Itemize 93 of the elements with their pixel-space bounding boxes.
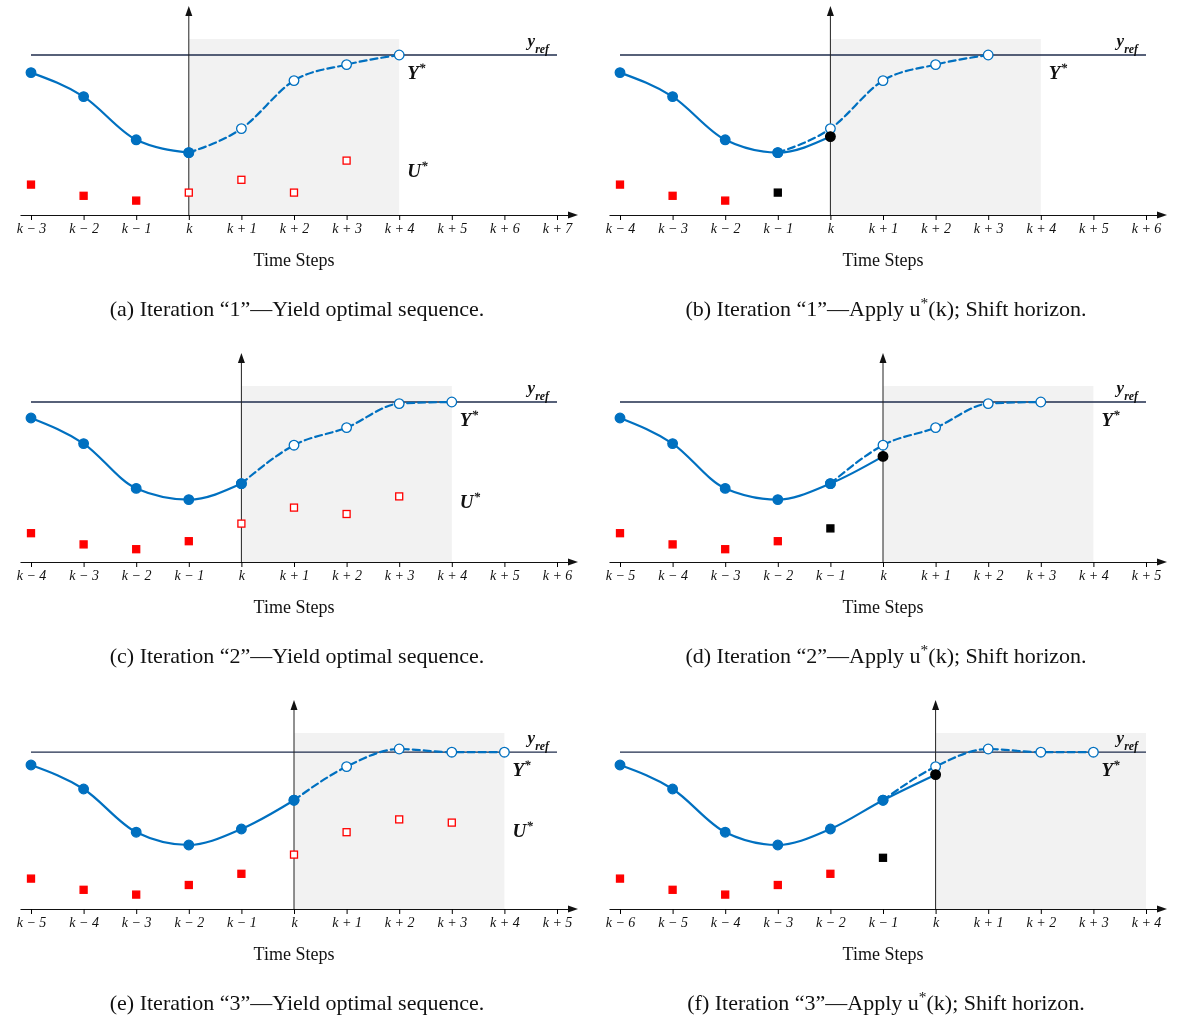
x-axis-title: Time Steps bbox=[253, 597, 335, 617]
ref-line-label: y$_{ref}$ bbox=[1114, 728, 1140, 754]
annotation: Y$^{*}$ bbox=[512, 756, 532, 781]
text: (f) Iteration “3”—Apply u$^{*}$(k); Shift horizon. bbox=[687, 987, 1085, 1015]
annotation: U$^{*}$ bbox=[407, 157, 428, 181]
ref-line-label: y$_{ref}$ bbox=[525, 378, 551, 403]
x-tick-label: k bbox=[238, 567, 246, 583]
x-axis-title: Time Steps bbox=[842, 250, 924, 270]
x-tick-label: k − 2 bbox=[174, 914, 205, 930]
x-tick-label: k + 2 bbox=[921, 220, 951, 236]
x-tick-label: k bbox=[827, 220, 835, 236]
ref-line-label: y$_{ref}$ bbox=[525, 31, 551, 56]
x-tick-label: k bbox=[932, 914, 940, 930]
x-tick-label: k + 6 bbox=[1131, 220, 1162, 236]
x-tick-label: k − 1 bbox=[868, 914, 899, 930]
x-tick-label: k + 4 bbox=[437, 567, 468, 583]
x-tick-label: k − 4 bbox=[710, 914, 741, 930]
x-tick-label: k + 6 bbox=[490, 220, 520, 236]
x-tick-label: k + 4 bbox=[490, 914, 520, 930]
x-tick-label: k + 2 bbox=[384, 914, 415, 930]
x-tick-label: k + 3 bbox=[973, 220, 1004, 236]
x-tick-label: k − 2 bbox=[121, 567, 152, 583]
ref-line-label: y$_{ref}$ bbox=[1114, 31, 1140, 56]
x-tick-label: k + 3 bbox=[1026, 567, 1057, 583]
x-tick-label: k − 4 bbox=[658, 567, 688, 583]
x-axis-title: Time Steps bbox=[842, 944, 924, 964]
x-tick-label: k + 7 bbox=[542, 220, 574, 236]
x-tick-label: k + 2 bbox=[279, 220, 310, 236]
x-tick-label: k + 5 bbox=[490, 567, 520, 583]
x-axis-title: Time Steps bbox=[253, 944, 335, 964]
x-axis-title: Time Steps bbox=[253, 250, 335, 270]
annotation: Y$^{*}$ bbox=[1101, 406, 1121, 430]
x-tick-label: k + 3 bbox=[1079, 914, 1109, 930]
x-tick-label: k − 1 bbox=[816, 567, 846, 583]
x-tick-label: k + 1 bbox=[868, 220, 899, 236]
x-tick-label: k + 1 bbox=[332, 914, 362, 930]
x-tick-label: k − 6 bbox=[605, 914, 636, 930]
x-tick-label: k − 2 bbox=[763, 567, 794, 583]
x-tick-label: k + 1 bbox=[973, 914, 1004, 930]
x-tick-label: k + 2 bbox=[973, 567, 1004, 583]
x-tick-label: k + 5 bbox=[1079, 220, 1109, 236]
x-tick-label: k + 6 bbox=[542, 567, 573, 583]
x-tick-label: k + 1 bbox=[921, 567, 951, 583]
x-tick-label: k − 5 bbox=[16, 914, 47, 930]
x-tick-label: k − 3 bbox=[658, 220, 688, 236]
text: (d) Iteration “2”—Apply u$^{*}$(k); Shift horizon. bbox=[685, 640, 1087, 668]
ref-line-label: y$_{ref}$ bbox=[1114, 378, 1140, 403]
x-tick-label: k + 4 bbox=[384, 220, 415, 236]
x-tick-label: k − 4 bbox=[16, 567, 47, 583]
annotation: U$^{*}$ bbox=[512, 817, 534, 841]
text: (c) Iteration “2”—Yield optimal sequence. bbox=[109, 643, 485, 668]
annotation: Y$^{*}$ bbox=[1101, 756, 1121, 781]
x-tick-label: k + 4 bbox=[1079, 567, 1109, 583]
x-axis-title: Time Steps bbox=[842, 597, 924, 617]
x-tick-label: k − 2 bbox=[69, 220, 99, 236]
x-tick-label: k bbox=[291, 914, 299, 930]
x-tick-label: k + 3 bbox=[384, 567, 415, 583]
x-tick-label: k − 3 bbox=[710, 567, 741, 583]
x-tick-label: k − 2 bbox=[710, 220, 741, 236]
x-tick-label: k − 2 bbox=[816, 914, 846, 930]
x-tick-label: k − 3 bbox=[16, 220, 47, 236]
x-tick-label: k + 3 bbox=[437, 914, 468, 930]
x-tick-label: k − 3 bbox=[121, 914, 152, 930]
x-tick-label: k + 1 bbox=[227, 220, 257, 236]
x-tick-label: k − 5 bbox=[605, 567, 636, 583]
x-tick-label: k − 5 bbox=[658, 914, 688, 930]
x-tick-label: k + 5 bbox=[542, 914, 573, 930]
x-tick-label: k + 1 bbox=[279, 567, 310, 583]
x-tick-label: k + 2 bbox=[1026, 914, 1057, 930]
x-tick-label: k bbox=[880, 567, 888, 583]
x-tick-label: k + 4 bbox=[1026, 220, 1057, 236]
x-tick-label: k − 3 bbox=[69, 567, 99, 583]
x-tick-label: k − 1 bbox=[174, 567, 205, 583]
text: (e) Iteration “3”—Yield optimal sequence. bbox=[109, 990, 485, 1015]
x-tick-label: k − 1 bbox=[227, 914, 257, 930]
x-tick-label: k + 2 bbox=[332, 567, 362, 583]
x-tick-label: k bbox=[186, 220, 194, 236]
x-tick-label: k − 4 bbox=[605, 220, 636, 236]
x-tick-label: k − 1 bbox=[763, 220, 794, 236]
x-tick-label: k + 5 bbox=[437, 220, 468, 236]
annotation: U$^{*}$ bbox=[459, 488, 481, 512]
annotation: Y$^{*}$ bbox=[459, 406, 479, 430]
x-tick-label: k + 3 bbox=[332, 220, 362, 236]
text: (a) Iteration “1”—Yield optimal sequence. bbox=[109, 296, 485, 321]
x-tick-label: k + 4 bbox=[1131, 914, 1162, 930]
x-tick-label: k − 4 bbox=[69, 914, 99, 930]
ref-line-label: y$_{ref}$ bbox=[525, 728, 551, 754]
x-tick-label: k + 5 bbox=[1131, 567, 1162, 583]
text: (b) Iteration “1”—Apply u$^{*}$(k); Shift horizon. bbox=[685, 293, 1087, 321]
x-tick-label: k − 3 bbox=[763, 914, 794, 930]
x-tick-label: k − 1 bbox=[121, 220, 152, 236]
annotation: Y$^{*}$ bbox=[407, 59, 426, 83]
annotation: Y$^{*}$ bbox=[1048, 59, 1068, 83]
